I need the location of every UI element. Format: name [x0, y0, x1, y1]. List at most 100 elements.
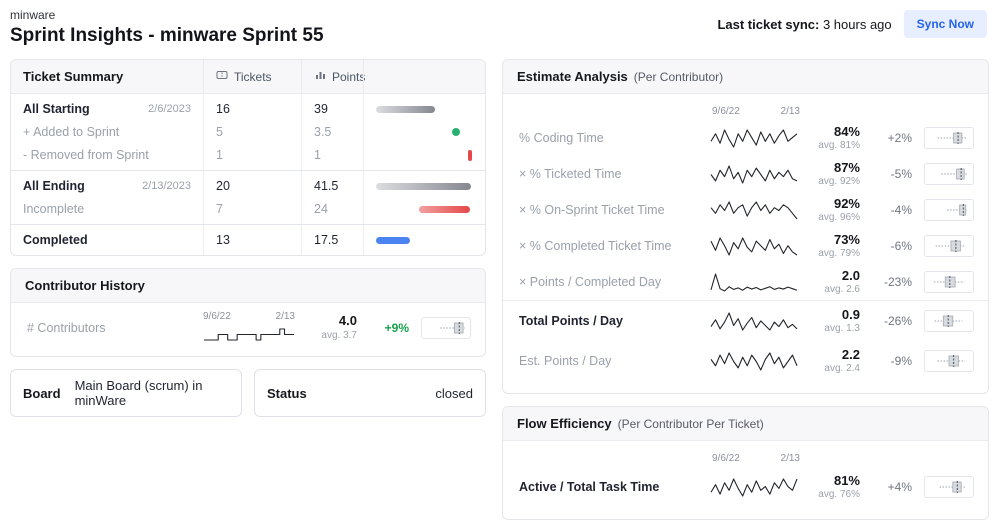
boxplot [924, 199, 974, 221]
row-label: Incomplete [23, 202, 85, 216]
date-end: 2/13 [780, 105, 800, 117]
boxplot [924, 163, 974, 185]
tickets-value: 1 [203, 147, 301, 170]
flow-efficiency-title: Flow Efficiency [517, 416, 612, 431]
metric-value: 87% [833, 159, 860, 175]
metric-average: avg. 96% [818, 212, 860, 224]
metric-change: +4% [887, 480, 912, 494]
metric-average: avg. 1.3 [824, 323, 860, 335]
estimate-analysis-subtitle: (Per Contributor) [633, 70, 724, 84]
flow-efficiency-panel: Flow Efficiency (Per Contributor Per Tic… [502, 406, 989, 520]
metric-average: avg. 2.6 [824, 284, 860, 296]
table-row-all-starting: All Starting 2/6/2023 16 39 [11, 94, 485, 124]
boxplot [924, 350, 974, 372]
row-bar-chart [376, 235, 473, 246]
metric-row-points-per-completed-day: × Points / Completed Day 2.0 avg. 2.6 -23… [503, 264, 988, 300]
metric-value: 92% [833, 195, 860, 211]
metric-value: 0.9 [841, 306, 860, 322]
metric-change: +2% [887, 131, 912, 145]
sparkline-date-range: 9/6/22 2/13 [503, 441, 988, 467]
table-row-completed: Completed 13 17.5 [11, 224, 485, 255]
status-label: Status [267, 385, 307, 401]
contributors-sparkline [203, 324, 295, 344]
metric-row-total-points-per-day: Total Points / Day 0.9 avg. 1.3 -26% [503, 300, 988, 341]
status-select[interactable]: Status closed [254, 369, 486, 417]
points-value: 3.5 [301, 124, 363, 147]
metric-value: 4.0 [338, 313, 357, 329]
metric-change: -4% [890, 203, 912, 217]
board-select[interactable]: Board Main Board (scrum) in minWare [10, 369, 242, 417]
estimate-analysis-panel: Estimate Analysis (Per Contributor) 9/6/… [502, 59, 989, 394]
metric-average: avg. 2.4 [824, 363, 860, 375]
metric-change: -5% [890, 167, 912, 181]
date-start: 9/6/22 [712, 452, 740, 464]
metric-average: avg. 81% [818, 140, 860, 152]
points-value: 1 [301, 147, 363, 170]
points-value: 41.5 [301, 171, 363, 201]
bar-chart-icon [314, 69, 326, 84]
tickets-column-label: Tickets [234, 69, 272, 84]
metric-label: × % On-Sprint Ticket Time [519, 203, 665, 217]
metric-label: % Coding Time [519, 131, 604, 145]
metric-row-coding-time: % Coding Time 84% avg. 81% +2% [503, 120, 988, 156]
contributors-metric-row: # Contributors 9/6/22 2/13 4.0 avg. 3.7 … [11, 303, 485, 356]
boxplot [924, 476, 974, 498]
metric-change: +9% [384, 320, 409, 335]
row-bar-chart [376, 149, 473, 161]
metric-average: avg. 92% [818, 176, 860, 188]
tickets-value: 20 [203, 171, 301, 201]
metric-value: 84% [833, 123, 860, 139]
points-column-label: Points [332, 69, 366, 84]
boxplot [924, 310, 974, 332]
row-bar-chart [376, 127, 473, 138]
row-label: - Removed from Sprint [23, 148, 149, 162]
metric-row-on-sprint-ticket-time: × % On-Sprint Ticket Time 92% avg. 96% -4… [503, 192, 988, 228]
metric-row-completed-ticket-time: × % Completed Ticket Time 73% avg. 79% -6… [503, 228, 988, 264]
points-column-header: Points [301, 60, 366, 93]
metric-label: Active / Total Task Time [519, 480, 660, 494]
contributor-history-title: Contributor History [25, 278, 145, 293]
metric-change: -26% [883, 314, 912, 328]
sparkline [710, 161, 798, 187]
metric-value: 2.2 [841, 346, 860, 362]
row-date: 2/13/2023 [142, 180, 191, 192]
tickets-column-header: Tickets [203, 60, 301, 93]
metric-average: avg. 79% [818, 248, 860, 260]
metric-row-active-total-task-time: Active / Total Task Time 81% avg. 76% +4% [503, 467, 988, 513]
boxplot [421, 316, 471, 339]
status-value: closed [435, 385, 473, 401]
date-start: 9/6/22 [712, 105, 740, 117]
metric-label: # Contributors [27, 320, 106, 335]
metric-average: avg. 3.7 [321, 329, 357, 341]
boxplot [924, 271, 974, 293]
board-value: Main Board (scrum) in minWare [74, 378, 203, 408]
row-date: 2/6/2023 [148, 103, 191, 115]
table-row-added: + Added to Sprint 5 3.5 [11, 124, 485, 147]
estimate-analysis-title: Estimate Analysis [517, 69, 628, 84]
metric-value: 73% [833, 231, 860, 247]
brand-label: minware [10, 8, 56, 22]
tickets-value: 7 [203, 201, 301, 224]
tickets-value: 13 [203, 225, 301, 255]
metric-label: × % Completed Ticket Time [519, 239, 672, 253]
boxplot [924, 127, 974, 149]
metric-row-est-points-per-day: Est. Points / Day 2.2 avg. 2.4 -9% [503, 341, 988, 387]
ticket-summary-header: Ticket Summary Tickets Points [11, 60, 485, 94]
tickets-value: 5 [203, 124, 301, 147]
points-value: 17.5 [301, 225, 363, 255]
last-sync-label: Last ticket sync: [717, 16, 820, 32]
row-label: All Ending [23, 179, 85, 193]
sync-now-button[interactable]: Sync Now [903, 10, 987, 38]
row-label: All Starting [23, 102, 90, 116]
row-bar-chart [376, 181, 473, 192]
metric-average: avg. 76% [818, 489, 860, 501]
date-end: 2/13 [780, 452, 800, 464]
flow-efficiency-subtitle: (Per Contributor Per Ticket) [617, 417, 764, 431]
metric-change: -9% [890, 354, 912, 368]
metric-value: 2.0 [841, 267, 860, 283]
sparkline [710, 474, 798, 500]
points-value: 39 [301, 94, 363, 124]
sparkline-date-range: 9/6/22 2/13 [203, 311, 295, 322]
contributor-history-panel: Contributor History # Contributors 9/6/2… [10, 268, 486, 357]
board-label: Board [23, 385, 61, 401]
